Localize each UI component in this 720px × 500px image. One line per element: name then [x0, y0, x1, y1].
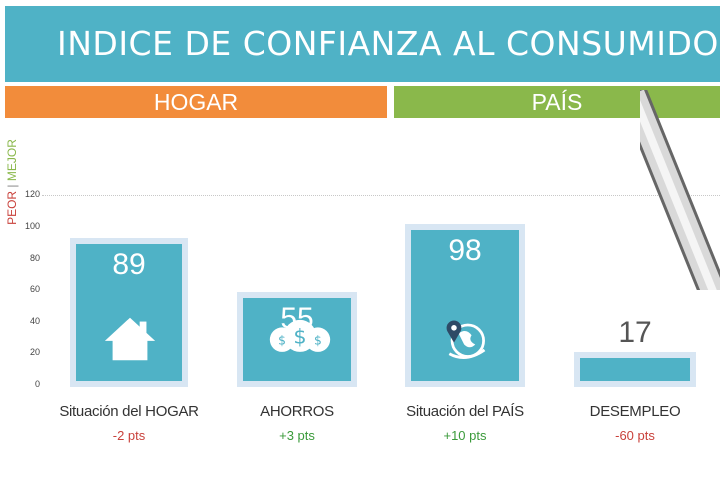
title-banner: INDICE DE CONFIANZA AL CONSUMIDOR [5, 6, 720, 82]
money-bags-icon: $ $ $ [267, 313, 331, 360]
globe-icon [435, 313, 497, 368]
house-icon [99, 313, 161, 368]
svg-text:$: $ [278, 333, 286, 347]
chart-title: INDICE DE CONFIANZA AL CONSUMIDOR [57, 24, 720, 63]
y-tick-label: 20 [29, 347, 40, 358]
pencil-decoration [640, 90, 720, 290]
y-axis-label: PEOR | MEJOR [5, 132, 19, 232]
change-label: +3 pts [279, 428, 315, 443]
svg-text:$: $ [293, 324, 306, 348]
change-label: -60 pts [615, 428, 655, 443]
y-tick-label: 0 [34, 379, 40, 389]
bar-value-label: 89 [112, 248, 146, 282]
category-label: DESEMPLEO [589, 403, 681, 420]
y-label-peor: PEOR [5, 190, 19, 225]
y-label-mejor: MEJOR [5, 139, 19, 182]
y-tick-label: 100 [24, 221, 40, 231]
y-tick-label: 80 [29, 252, 40, 263]
section-pais: PAÍS [394, 86, 720, 118]
y-tick-label: 40 [29, 315, 40, 326]
svg-text:$: $ [314, 333, 322, 347]
change-label: -2 pts [112, 428, 146, 443]
category-label: Situación del PAÍS [406, 403, 524, 420]
y-label-separator: | [5, 184, 19, 188]
gridline [42, 195, 720, 197]
change-label: +10 pts [443, 428, 487, 443]
bar-value-label: 98 [448, 234, 482, 268]
bar-fill [580, 358, 690, 381]
y-tick-label: 60 [29, 284, 40, 295]
category-label: Situación del HOGAR [59, 403, 199, 420]
bar [574, 352, 696, 387]
category-label: AHORROS [260, 403, 334, 420]
bar-value-label: 17 [618, 316, 652, 350]
y-tick-label: 120 [24, 189, 40, 200]
section-hogar: HOGAR [5, 86, 387, 118]
